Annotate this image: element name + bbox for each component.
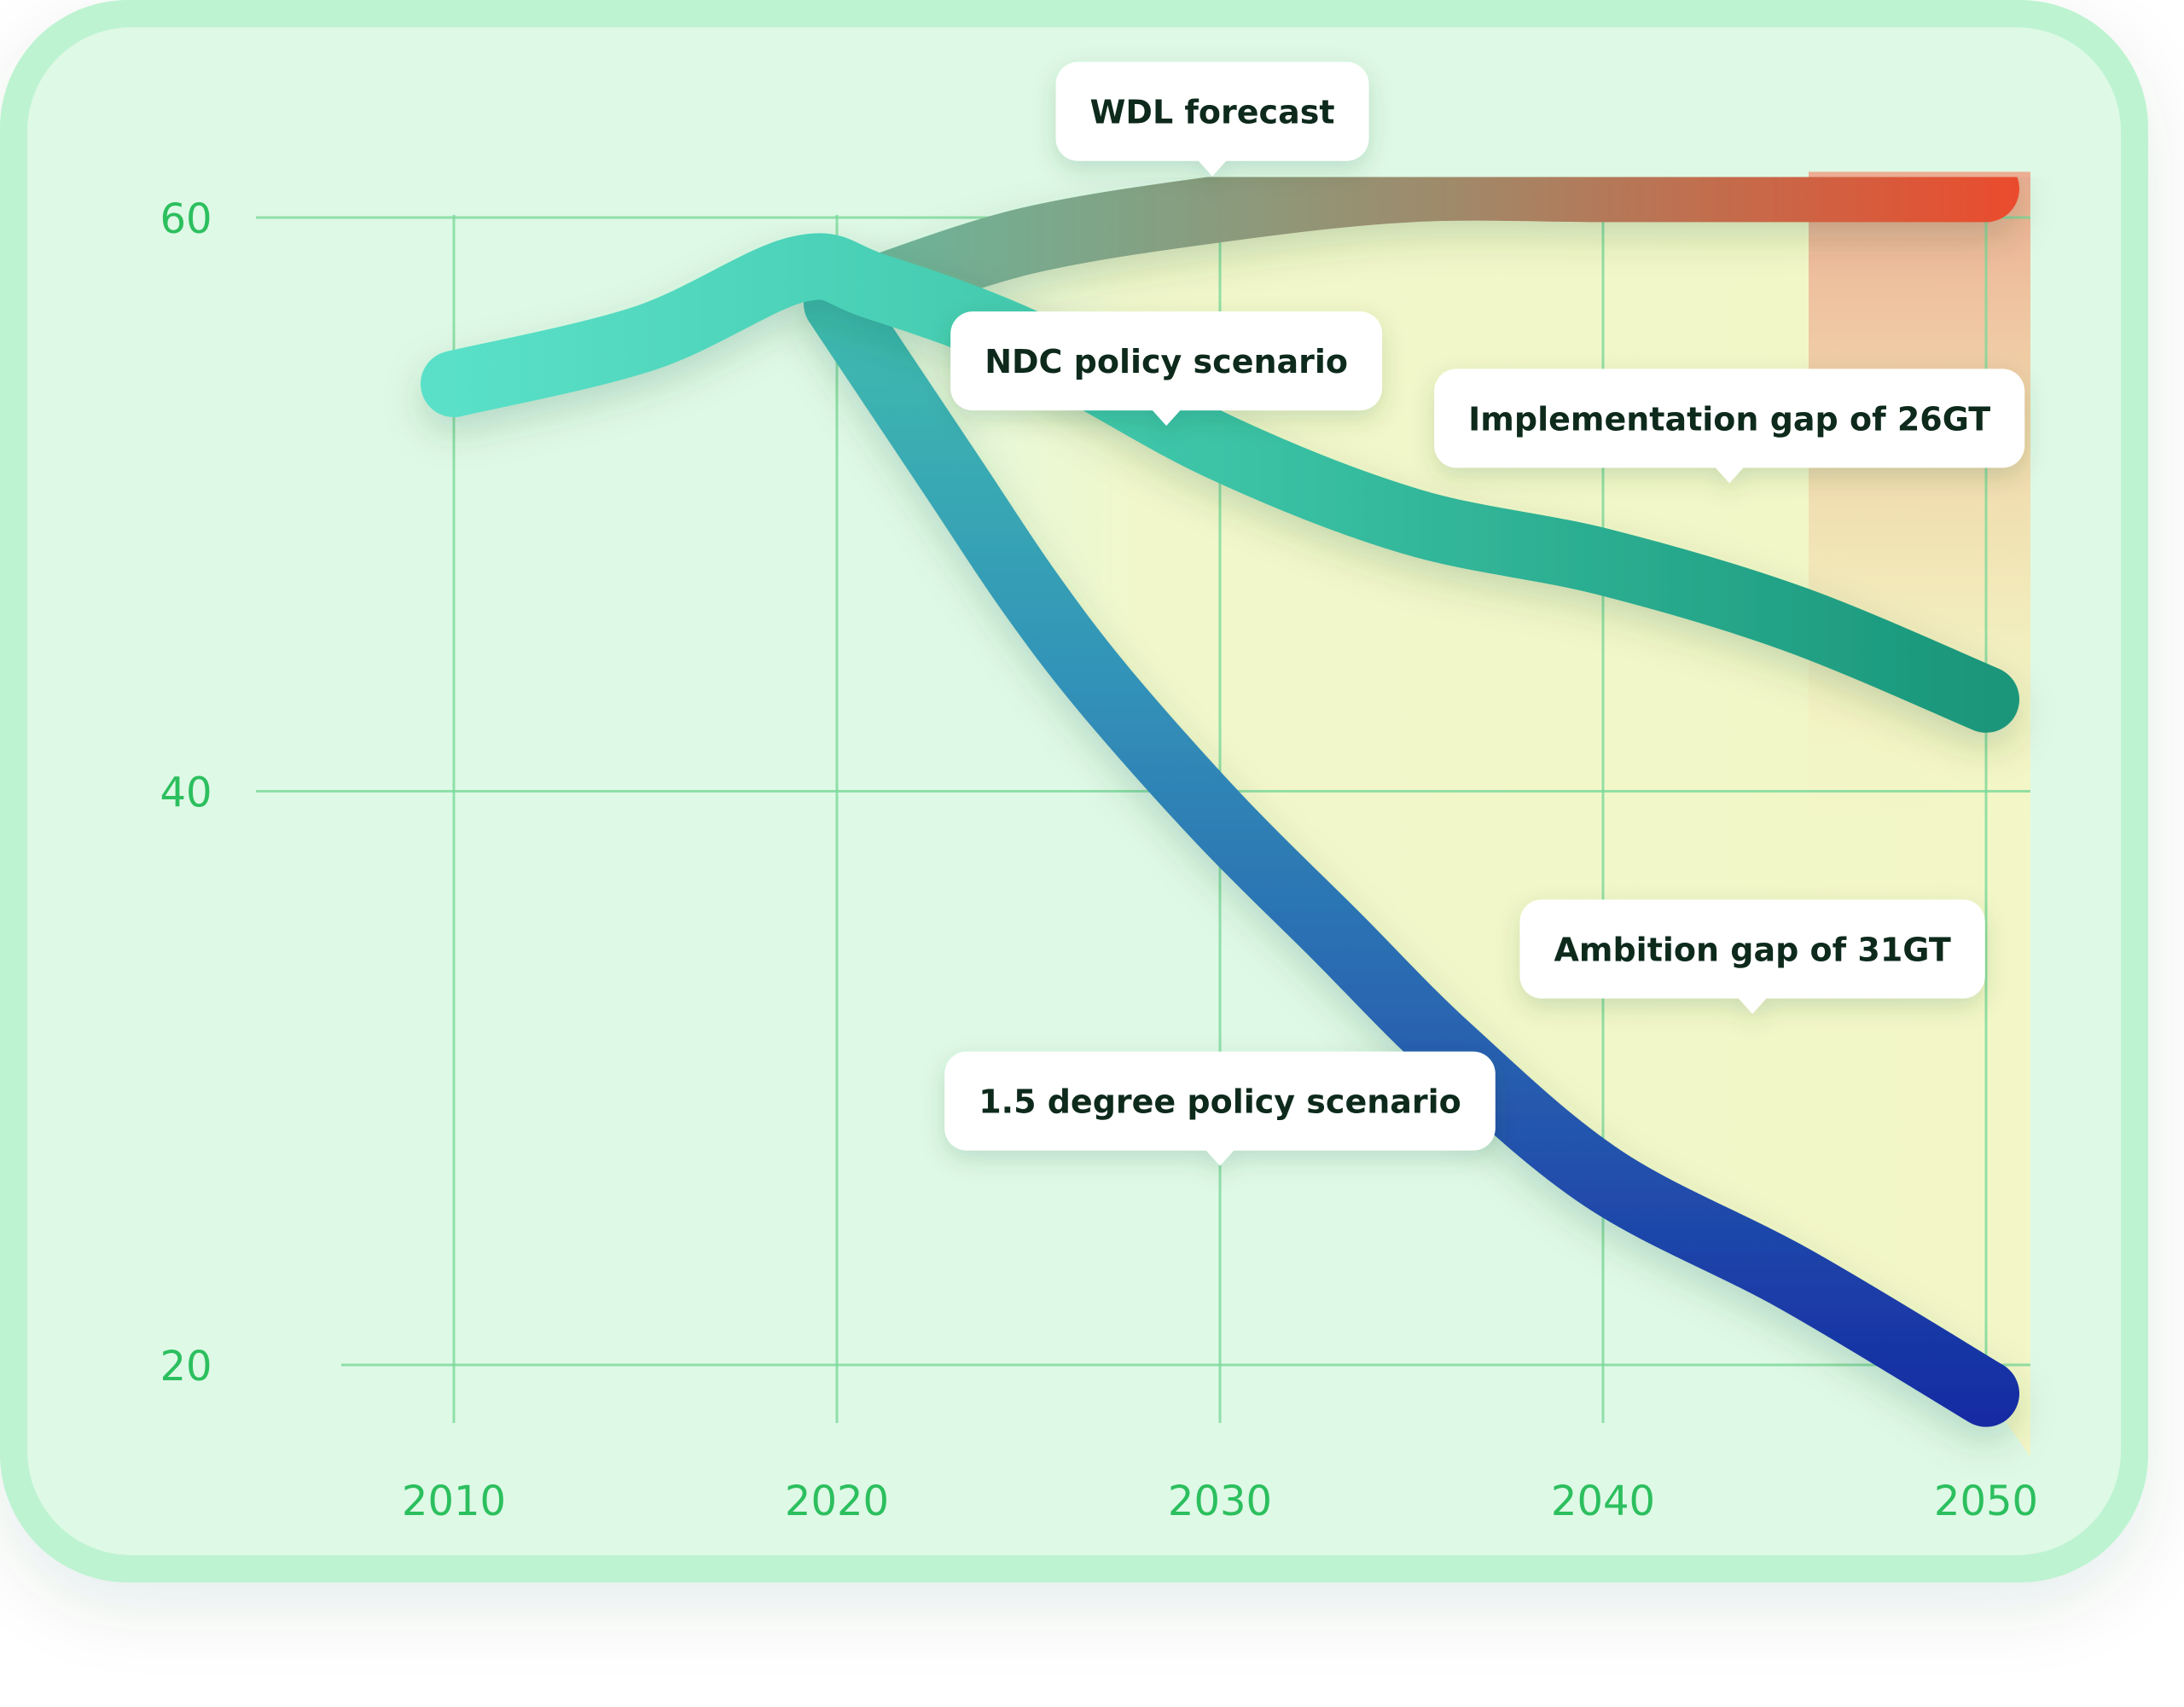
callout-amb: Ambition gap of 31GT: [1519, 899, 1985, 1014]
callout-box: [1055, 61, 1369, 161]
callout-p15: 1.5 degree policy scenario: [944, 1051, 1496, 1166]
callout-pointer: [1151, 409, 1182, 427]
callout-label: NDC policy scenario: [985, 343, 1348, 380]
y-tick-label: 20: [160, 1343, 212, 1391]
x-tick-label: 2020: [785, 1478, 889, 1525]
callout-pointer: [1714, 466, 1745, 484]
series-line-wdl: [841, 154, 2019, 323]
x-tick-label: 2010: [402, 1478, 506, 1525]
callouts: WDL forecast NDC policy scenario Implement…: [944, 61, 2025, 1166]
callout-pointer: [1737, 996, 1769, 1014]
callout-ndc: NDC policy scenario: [950, 311, 1383, 427]
series-layer: [421, 154, 2019, 1427]
callout-wdl: WDL forecast: [1055, 61, 1369, 177]
callout-pointer: [1197, 159, 1228, 177]
x-tick-label: 2050: [1934, 1478, 2038, 1525]
callout-box: [1434, 369, 2025, 468]
callout-label: WDL forecast: [1090, 94, 1335, 131]
implementation-gap-area: [1809, 171, 2030, 853]
series-line-p15: [804, 270, 2019, 1427]
callout-impl: Implementation gap of 26GT: [1434, 369, 2025, 484]
x-axis-ticks: 2010 2020 2030 2040 2050: [402, 1478, 2038, 1525]
callout-label: 1.5 degree policy scenario: [979, 1083, 1461, 1121]
y-tick-label: 60: [160, 195, 212, 243]
gap-area: [837, 187, 2030, 1458]
callout-box: [944, 1051, 1496, 1151]
y-tick-label: 40: [160, 769, 212, 817]
y-axis-ticks: 60 40 20: [160, 195, 212, 1391]
series-line-ndc: [421, 233, 2019, 733]
callout-box: [950, 311, 1383, 411]
callout-label: Ambition gap of 31GT: [1554, 931, 1950, 968]
callout-label: Implementation gap of 26GT: [1468, 400, 1990, 438]
x-tick-label: 2040: [1551, 1478, 1655, 1525]
x-tick-label: 2030: [1168, 1478, 1272, 1525]
callout-pointer: [1205, 1148, 1235, 1166]
callout-box: [1519, 899, 1985, 999]
